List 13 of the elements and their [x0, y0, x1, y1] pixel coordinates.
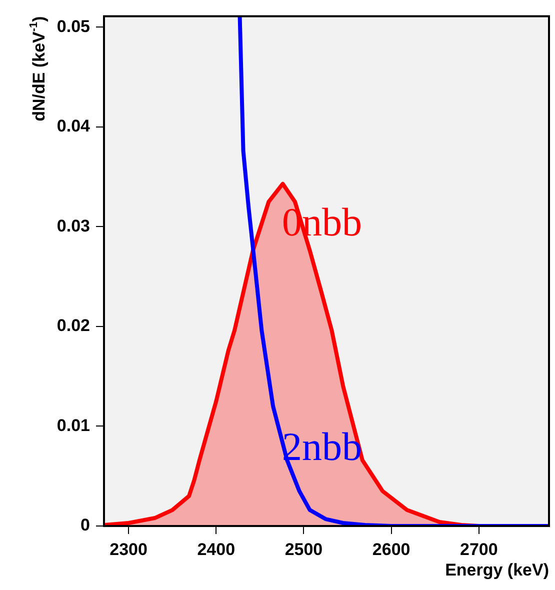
y-tick-label: 0 — [80, 516, 90, 535]
y-tick-label: 0.04 — [56, 116, 91, 136]
x-axis-title: Energy (keV) — [445, 560, 550, 580]
y-tick-label: 0.05 — [56, 16, 90, 36]
y-tick-label: 0.03 — [56, 216, 90, 236]
x-tick-label: 2500 — [284, 540, 323, 559]
y-axis-title: dN/dE (keV-1) — [28, 16, 49, 122]
y-tick-label: 0.01 — [56, 416, 90, 435]
x-tick-label: 2400 — [197, 540, 236, 559]
x-tick-label: 2700 — [460, 540, 498, 559]
x-tick-label: 2300 — [110, 540, 148, 559]
y-tick-label: 0.02 — [56, 316, 90, 336]
x-tick-label: 2600 — [372, 540, 410, 559]
